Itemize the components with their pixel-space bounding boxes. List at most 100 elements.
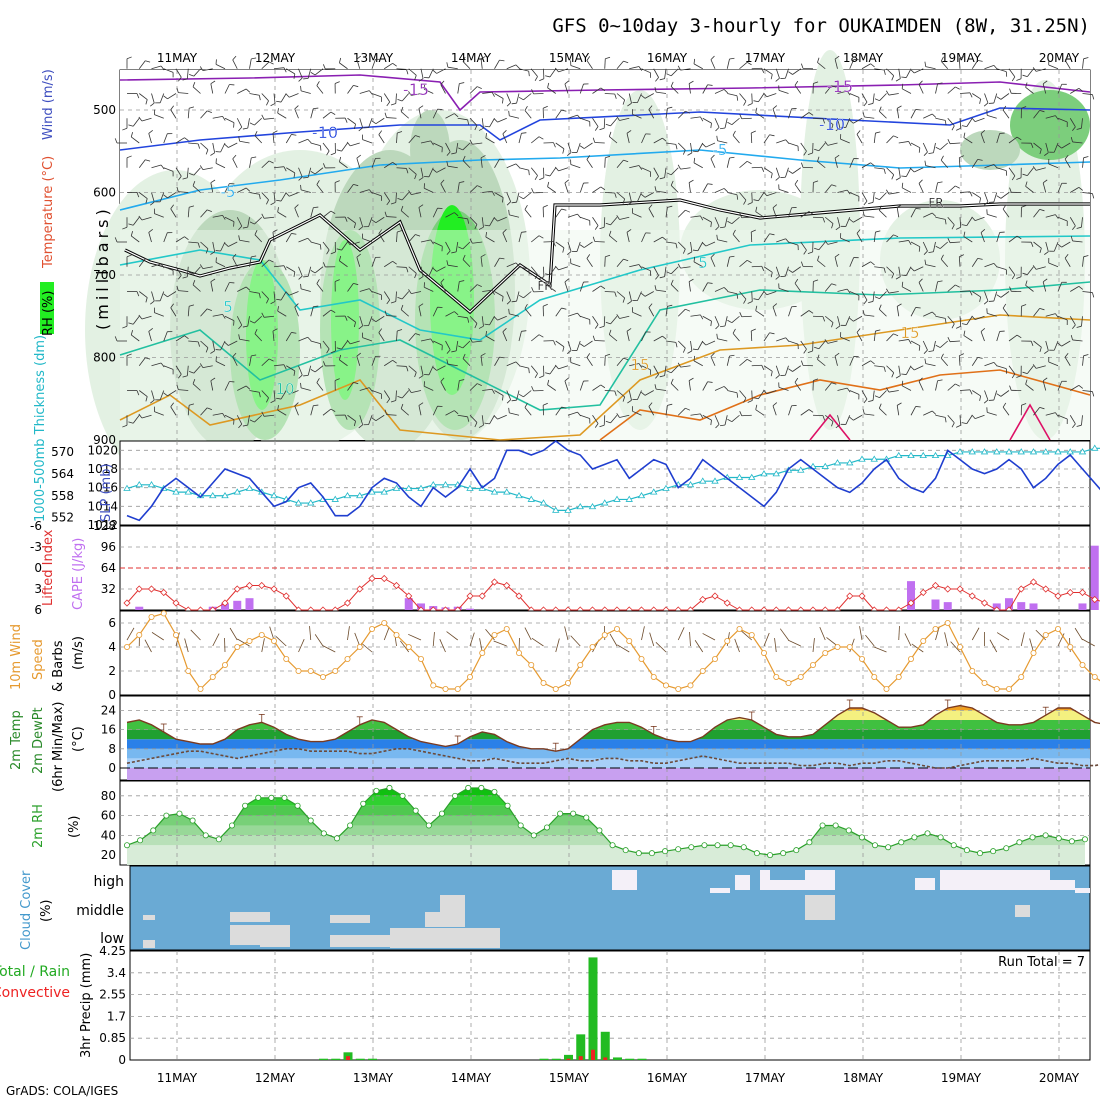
wind-barb: [518, 266, 529, 270]
axis-tick-label: 32: [101, 582, 116, 596]
wind-barb: [739, 161, 748, 169]
wind-barb: [228, 241, 238, 247]
wind-barb-flag: [1025, 379, 1028, 385]
wind-barb-flag: [336, 149, 342, 152]
wind-barb: [549, 266, 557, 276]
wind-barb-flag: [655, 374, 659, 379]
wind-barb: [680, 68, 691, 71]
wind-barb-flag: [817, 156, 820, 162]
cloud-block: [425, 912, 465, 927]
wind-barb-flag: [521, 132, 527, 134]
wind-barb: [898, 365, 901, 376]
wind10-barb: [383, 626, 390, 641]
wind-barb: [316, 283, 324, 292]
wind10-barb: [649, 632, 655, 647]
rh2m-marker: [268, 794, 275, 801]
wind-barb-flag: [432, 69, 437, 74]
wind10-marker: [895, 674, 902, 681]
wind-barb-flag: [182, 177, 188, 180]
wind-barb: [925, 66, 936, 70]
wind-barb: [603, 316, 606, 327]
temp-band: [127, 720, 1090, 730]
wind-barb-flag: [320, 343, 322, 349]
cloud-ylabel-units: (%): [39, 900, 54, 923]
wind-barb: [224, 84, 230, 94]
wind-barb-flag: [534, 175, 538, 181]
wind-barb: [677, 407, 686, 416]
wind-barb: [949, 241, 961, 244]
wind-barb-flag: [454, 311, 459, 316]
wind-barb-flag: [521, 231, 527, 233]
wind-barb-flag: [207, 209, 213, 212]
wind-barb: [1027, 167, 1034, 176]
wind-barb: [827, 142, 838, 146]
wind-barb: [853, 216, 863, 223]
wind-barb-flag: [993, 263, 998, 268]
wind-barb-flag: [675, 144, 678, 150]
rh2m-ylabel-units: (%): [67, 816, 82, 839]
cloud-block: [330, 915, 370, 923]
wind-barb-flag: [459, 181, 465, 184]
cape-bar: [931, 599, 940, 610]
wind-barb-flag: [261, 411, 265, 417]
wind-barb-flag: [506, 201, 511, 206]
wind-barb-flag: [145, 297, 148, 303]
wind-barb: [316, 85, 324, 94]
wind-barb: [724, 118, 728, 129]
wind-barb-flag: [276, 397, 282, 400]
lifted-index-marker: [135, 585, 143, 593]
wind-barb: [987, 411, 997, 416]
wind-barb-flag: [192, 180, 196, 186]
wind-barb-flag: [356, 154, 362, 159]
wind-barb: [151, 362, 162, 367]
wind10-marker: [1018, 674, 1025, 681]
wind-barb: [670, 284, 679, 292]
wind-barb-flag: [727, 418, 733, 423]
wind-barb: [497, 315, 507, 321]
wind-barb-flag: [947, 238, 951, 243]
wind-barb-flag: [605, 155, 611, 159]
wind-barb: [408, 333, 416, 342]
wind-barb: [401, 390, 410, 399]
wind-barb: [817, 260, 826, 268]
wind-barb: [766, 192, 777, 197]
wind-barb: [530, 136, 540, 144]
lifted-index-marker: [282, 592, 290, 600]
rh2m-marker: [412, 807, 419, 814]
axis-tick-label: 6: [108, 616, 116, 630]
wind-barb-flag: [242, 424, 248, 427]
wind-barb: [170, 406, 177, 416]
wind-barb-flag: [294, 204, 299, 209]
wind-barb-flag: [192, 81, 196, 87]
wind-barb: [457, 117, 468, 121]
wind-barb-flag: [746, 160, 752, 165]
wind-barb-flag: [682, 347, 686, 353]
wind-barb: [1082, 256, 1084, 267]
wind-barb: [159, 390, 165, 400]
wind-barb: [794, 283, 802, 292]
wind-barb-flag: [1032, 67, 1037, 72]
wind-barb: [905, 167, 912, 177]
wind-barb: [592, 285, 602, 292]
wind-barb-flag: [863, 200, 868, 206]
rh2m-marker: [1003, 845, 1010, 852]
wind-barb: [359, 387, 370, 391]
wind-barb-flag: [138, 413, 143, 419]
wind-barb: [516, 192, 520, 203]
wind-barb-flag: [199, 66, 204, 71]
wind-barb: [432, 208, 438, 218]
wind-barb-flag: [1072, 225, 1076, 231]
wind-barb-flag: [322, 163, 326, 169]
wind-barb-flag: [614, 291, 617, 297]
wind-barb: [462, 160, 471, 169]
wind-barb-flag: [245, 385, 251, 390]
wind-barb-flag: [924, 61, 927, 67]
date-label-top: 15MAY: [549, 51, 590, 65]
wind-barb-flag: [511, 399, 517, 402]
wind-barb: [273, 265, 284, 268]
wind-barb: [1057, 381, 1063, 391]
wind10-barb: [237, 638, 250, 647]
wind-barb-flag: [564, 377, 570, 382]
thickness-marker: [1017, 448, 1025, 455]
wind-barb-flag: [688, 80, 694, 84]
